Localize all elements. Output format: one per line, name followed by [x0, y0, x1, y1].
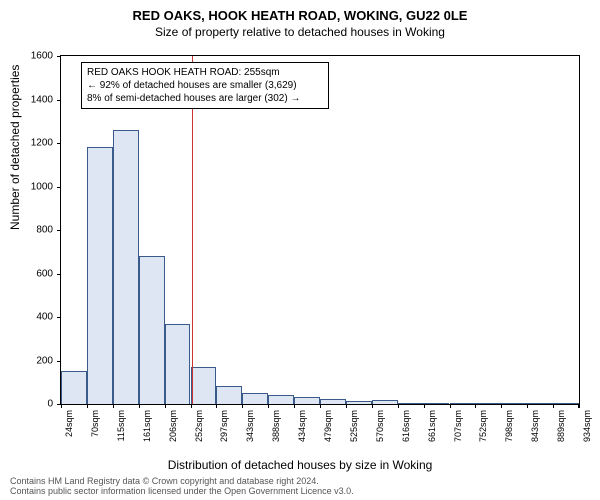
x-tick-label: 752sqm [478, 410, 488, 442]
x-tick-label: 661sqm [427, 410, 437, 442]
histogram-bar [553, 403, 579, 404]
x-tick-mark [113, 404, 114, 408]
x-tick-mark [475, 404, 476, 408]
x-tick-mark [501, 404, 502, 408]
histogram-bar [139, 256, 165, 404]
histogram-bar [501, 403, 527, 404]
y-tick-mark [57, 100, 61, 101]
x-tick-mark [579, 404, 580, 408]
y-tick-mark [57, 361, 61, 362]
x-tick-label: 434sqm [297, 410, 307, 442]
x-tick-label: 843sqm [530, 410, 540, 442]
y-tick-mark [57, 143, 61, 144]
x-tick-label: 889sqm [556, 410, 566, 442]
histogram-bar [398, 403, 424, 404]
x-tick-mark [346, 404, 347, 408]
x-tick-mark [398, 404, 399, 408]
x-tick-mark [450, 404, 451, 408]
histogram-bar [527, 403, 553, 404]
annotation-box: RED OAKS HOOK HEATH ROAD: 255sqm← 92% of… [81, 62, 329, 109]
x-tick-mark [294, 404, 295, 408]
histogram-bar [61, 371, 87, 404]
chart-container: RED OAKS, HOOK HEATH ROAD, WOKING, GU22 … [0, 0, 600, 500]
x-tick-label: 707sqm [453, 410, 463, 442]
x-tick-mark [61, 404, 62, 408]
y-tick-label: 0 [13, 399, 53, 410]
y-tick-mark [57, 317, 61, 318]
histogram-bar [294, 397, 320, 404]
x-tick-label: 388sqm [271, 410, 281, 442]
y-tick-label: 200 [13, 355, 53, 366]
x-tick-mark [268, 404, 269, 408]
y-tick-label: 1200 [13, 138, 53, 149]
y-tick-mark [57, 230, 61, 231]
x-tick-label: 24sqm [64, 410, 74, 437]
y-tick-label: 800 [13, 225, 53, 236]
y-tick-label: 1400 [13, 94, 53, 105]
footnote: Contains HM Land Registry data © Crown c… [10, 476, 354, 496]
x-tick-label: 616sqm [401, 410, 411, 442]
annotation-line: 8% of semi-detached houses are larger (3… [87, 92, 323, 105]
y-tick-label: 600 [13, 268, 53, 279]
x-tick-mark [139, 404, 140, 408]
histogram-bar [424, 403, 450, 404]
x-axis-label: Distribution of detached houses by size … [0, 458, 600, 472]
x-tick-mark [578, 404, 579, 408]
x-tick-mark [527, 404, 528, 408]
x-tick-mark [191, 404, 192, 408]
x-tick-mark [242, 404, 243, 408]
chart-subtitle: Size of property relative to detached ho… [0, 23, 600, 39]
chart-title: RED OAKS, HOOK HEATH ROAD, WOKING, GU22 … [0, 0, 600, 23]
x-tick-label: 570sqm [375, 410, 385, 442]
x-tick-mark [165, 404, 166, 408]
y-tick-mark [57, 56, 61, 57]
annotation-line: ← 92% of detached houses are smaller (3,… [87, 79, 323, 92]
histogram-bar [87, 147, 113, 404]
x-tick-label: 297sqm [219, 410, 229, 442]
x-tick-label: 479sqm [323, 410, 333, 442]
histogram-bar [191, 367, 217, 404]
x-tick-label: 525sqm [349, 410, 359, 442]
x-tick-mark [87, 404, 88, 408]
plot-area: 02004006008001000120014001600 24sqm70sqm… [60, 55, 580, 405]
histogram-bar [165, 324, 191, 404]
histogram-bar [242, 393, 268, 404]
x-tick-label: 161sqm [142, 410, 152, 442]
x-tick-mark [424, 404, 425, 408]
annotation-line: RED OAKS HOOK HEATH ROAD: 255sqm [87, 66, 323, 79]
y-tick-mark [57, 274, 61, 275]
histogram-bar [268, 395, 294, 404]
histogram-bar [113, 130, 139, 404]
x-tick-label: 252sqm [194, 410, 204, 442]
y-tick-mark [57, 187, 61, 188]
histogram-bar [372, 400, 398, 404]
histogram-bar [450, 403, 476, 404]
histogram-bar [346, 401, 372, 404]
histogram-bar [320, 399, 346, 404]
y-tick-label: 400 [13, 312, 53, 323]
y-tick-label: 1000 [13, 181, 53, 192]
y-tick-label: 1600 [13, 51, 53, 62]
x-tick-label: 934sqm [582, 410, 592, 442]
histogram-bar [216, 386, 242, 404]
x-tick-label: 70sqm [90, 410, 100, 437]
x-tick-label: 115sqm [116, 410, 126, 441]
x-tick-label: 206sqm [168, 410, 178, 442]
x-tick-label: 343sqm [245, 410, 255, 442]
x-tick-mark [320, 404, 321, 408]
x-tick-mark [216, 404, 217, 408]
x-tick-label: 798sqm [504, 410, 514, 442]
x-tick-mark [372, 404, 373, 408]
x-tick-mark [553, 404, 554, 408]
histogram-bar [475, 403, 501, 404]
